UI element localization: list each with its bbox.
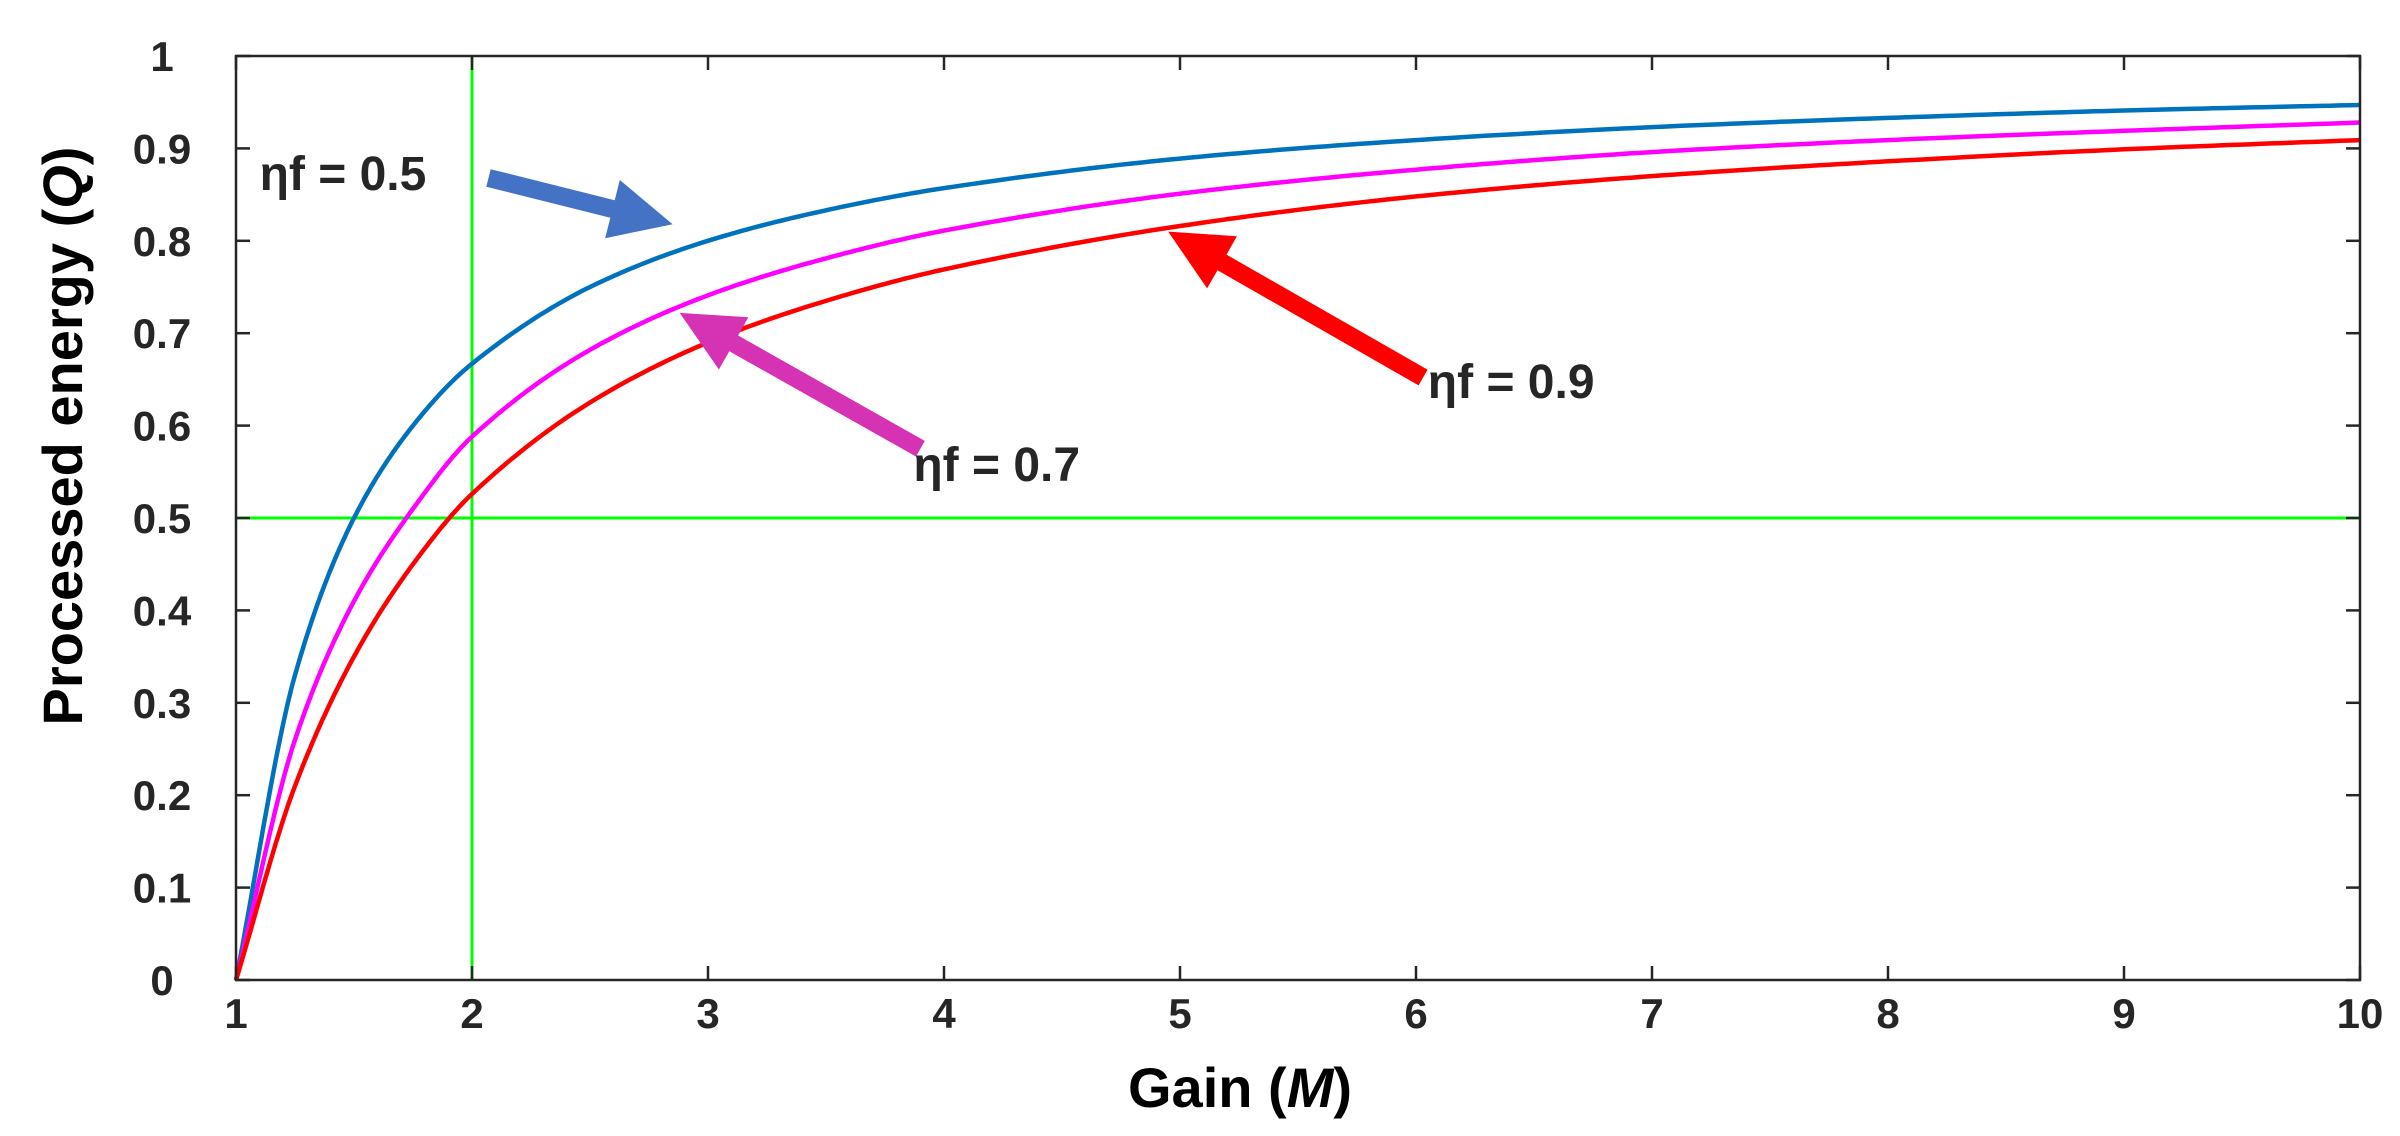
annotations: ηf = 0.5 ηf = 0.7 ηf = 0.9 (260, 148, 1595, 492)
series-line-1 (233, 102, 2361, 981)
y-tick-label: 0.8 (133, 218, 191, 265)
x-tick-label: 10 (2337, 990, 2384, 1037)
annotation-label-2: ηf = 0.7 (913, 439, 1080, 492)
x-axis-title-var: M (1287, 1056, 1335, 1119)
x-axis-title: Gain (M) (1128, 1056, 1352, 1119)
y-tick-label: 0.3 (133, 680, 191, 727)
x-tick-label: 3 (696, 990, 719, 1037)
series-lines (233, 102, 2361, 981)
x-tick-label: 7 (1640, 990, 1663, 1037)
y-tick-label: 0.9 (133, 125, 191, 172)
annotation-label-3: ηf = 0.9 (1428, 356, 1595, 409)
y-tick-label: 0.7 (133, 310, 191, 357)
x-tick-label: 5 (1168, 990, 1191, 1037)
y-tick-label: 0.1 (133, 865, 191, 912)
y-axis-title-close: ) (31, 147, 94, 166)
y-axis-title-text: Processed energy ( (31, 208, 94, 725)
series-line-2 (233, 120, 2361, 981)
y-axis-title: Processed energy (Q) (31, 147, 94, 726)
y-tick-label: 0.5 (133, 495, 191, 542)
annotation-arrow-1 (486, 169, 673, 239)
y-tick-label: 0.4 (133, 587, 192, 634)
annotation-arrow-2 (679, 312, 925, 457)
annotation-arrow-3 (1168, 231, 1428, 386)
x-tick-label: 4 (932, 990, 956, 1037)
y-tick-label: 1 (150, 33, 173, 80)
x-tick-label: 1 (224, 990, 247, 1037)
x-tick-label: 2 (460, 990, 483, 1037)
x-tick-label: 8 (1876, 990, 1899, 1037)
axis-ticks: 1 2 3 4 5 6 7 8 9 10 0 0.1 0.2 0.3 0.4 0.5 0.6 0.7 0.8 0.9 1 (133, 33, 2384, 1037)
x-tick-label: 6 (1404, 990, 1427, 1037)
series-line-3 (233, 137, 2361, 981)
reference-lines (236, 56, 2360, 980)
y-tick-label: 0.6 (133, 403, 191, 450)
x-axis-title-close: ) (1333, 1056, 1352, 1119)
x-tick-label: 9 (2112, 990, 2135, 1037)
y-axis-title-var: Q (31, 165, 94, 209)
y-tick-label: 0.2 (133, 772, 191, 819)
x-axis-title-text: Gain ( (1128, 1056, 1287, 1119)
y-tick-label: 0 (150, 957, 173, 1004)
annotation-label-1: ηf = 0.5 (260, 148, 427, 201)
